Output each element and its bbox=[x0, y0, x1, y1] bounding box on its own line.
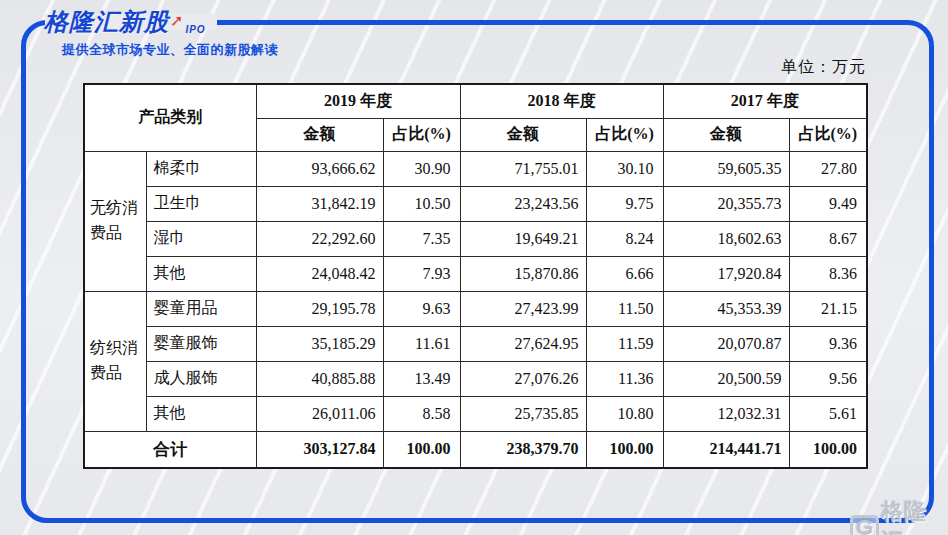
table-header: 产品类别 2019 年度 2018 年度 2017 年度 金额 占比(%) 金额… bbox=[84, 84, 867, 151]
total-row: 合计 303,127.84 100.00 238,379.70 100.00 2… bbox=[84, 431, 867, 468]
cell-pct-2017: 27.80 bbox=[789, 151, 867, 186]
row-label: 其他 bbox=[146, 396, 256, 431]
cell-pct-2019: 10.50 bbox=[383, 186, 460, 221]
brand-logo-suffix: IPO bbox=[185, 24, 205, 35]
header-amount-2017: 金额 bbox=[663, 118, 789, 151]
row-label: 棉柔巾 bbox=[146, 151, 256, 186]
brand-tagline: 提供全球市场专业、全面的新股解读 bbox=[62, 41, 278, 59]
table-body: 无纺消费品 棉柔巾 93,666.62 30.90 71,755.01 30.1… bbox=[84, 151, 867, 468]
header-year-2018: 2018 年度 bbox=[460, 84, 663, 118]
total-pct-2017: 100.00 bbox=[789, 431, 867, 468]
cell-amount-2017: 12,032.31 bbox=[663, 396, 789, 431]
cell-pct-2017: 8.67 bbox=[789, 221, 867, 256]
cell-amount-2019: 29,195.78 bbox=[256, 291, 383, 326]
cell-pct-2017: 21.15 bbox=[789, 291, 867, 326]
table-row: 婴童服饰 35,185.29 11.61 27,624.95 11.59 20,… bbox=[84, 326, 867, 361]
product-revenue-table: 产品类别 2019 年度 2018 年度 2017 年度 金额 占比(%) 金额… bbox=[83, 83, 868, 469]
header-product-category: 产品类别 bbox=[84, 84, 256, 151]
header-year-2019: 2019 年度 bbox=[256, 84, 460, 118]
cell-pct-2017: 9.49 bbox=[789, 186, 867, 221]
cell-pct-2017: 9.36 bbox=[789, 326, 867, 361]
gelonghui-watermark: G 格隆汇 bbox=[850, 497, 948, 535]
cell-amount-2018: 27,076.26 bbox=[460, 361, 586, 396]
cell-amount-2018: 27,423.99 bbox=[460, 291, 586, 326]
cell-amount-2017: 20,500.59 bbox=[663, 361, 789, 396]
cell-pct-2018: 11.50 bbox=[586, 291, 663, 326]
cell-pct-2019: 9.63 bbox=[383, 291, 460, 326]
cell-pct-2018: 11.59 bbox=[586, 326, 663, 361]
cell-amount-2018: 15,870.86 bbox=[460, 256, 586, 291]
cell-amount-2017: 59,605.35 bbox=[663, 151, 789, 186]
cell-amount-2019: 22,292.60 bbox=[256, 221, 383, 256]
trend-arrow-icon: ➚ bbox=[170, 11, 183, 30]
cell-pct-2019: 11.61 bbox=[383, 326, 460, 361]
cell-amount-2018: 27,624.95 bbox=[460, 326, 586, 361]
group-label-textile: 纺织消费品 bbox=[84, 291, 146, 431]
cell-amount-2019: 24,048.42 bbox=[256, 256, 383, 291]
row-label: 成人服饰 bbox=[146, 361, 256, 396]
total-amount-2019: 303,127.84 bbox=[256, 431, 383, 468]
table-row: 成人服饰 40,885.88 13.49 27,076.26 11.36 20,… bbox=[84, 361, 867, 396]
table-row: 湿巾 22,292.60 7.35 19,649.21 8.24 18,602.… bbox=[84, 221, 867, 256]
header-amount-2018: 金额 bbox=[460, 118, 586, 151]
cell-amount-2019: 31,842.19 bbox=[256, 186, 383, 221]
cell-amount-2017: 17,920.84 bbox=[663, 256, 789, 291]
cell-pct-2017: 8.36 bbox=[789, 256, 867, 291]
cell-pct-2017: 9.56 bbox=[789, 361, 867, 396]
group-label-nonwoven: 无纺消费品 bbox=[84, 151, 146, 291]
cell-amount-2019: 93,666.62 bbox=[256, 151, 383, 186]
cell-pct-2018: 9.75 bbox=[586, 186, 663, 221]
cell-amount-2018: 19,649.21 bbox=[460, 221, 586, 256]
table-row: 卫生巾 31,842.19 10.50 23,243.56 9.75 20,35… bbox=[84, 186, 867, 221]
header-row-years: 产品类别 2019 年度 2018 年度 2017 年度 bbox=[84, 84, 867, 118]
table-row: 无纺消费品 棉柔巾 93,666.62 30.90 71,755.01 30.1… bbox=[84, 151, 867, 186]
header-pct-2019: 占比(%) bbox=[383, 118, 460, 151]
total-pct-2019: 100.00 bbox=[383, 431, 460, 468]
header-amount-2019: 金额 bbox=[256, 118, 383, 151]
total-amount-2018: 238,379.70 bbox=[460, 431, 586, 468]
header-pct-2018: 占比(%) bbox=[586, 118, 663, 151]
page: 格隆汇新股➚IPO 提供全球市场专业、全面的新股解读 单位：万元 产品类别 20… bbox=[0, 0, 948, 535]
header-pct-2017: 占比(%) bbox=[789, 118, 867, 151]
table-row: 其他 24,048.42 7.93 15,870.86 6.66 17,920.… bbox=[84, 256, 867, 291]
watermark-text: 格隆汇 bbox=[881, 497, 948, 535]
total-amount-2017: 214,441.71 bbox=[663, 431, 789, 468]
cell-pct-2019: 7.35 bbox=[383, 221, 460, 256]
cell-amount-2019: 40,885.88 bbox=[256, 361, 383, 396]
brand-logo-text: 格隆汇新股 bbox=[44, 6, 169, 38]
cell-amount-2017: 20,070.87 bbox=[663, 326, 789, 361]
row-label: 婴童用品 bbox=[146, 291, 256, 326]
cell-pct-2018: 11.36 bbox=[586, 361, 663, 396]
table-row: 纺织消费品 婴童用品 29,195.78 9.63 27,423.99 11.5… bbox=[84, 291, 867, 326]
header-year-2017: 2017 年度 bbox=[663, 84, 867, 118]
cell-pct-2018: 6.66 bbox=[586, 256, 663, 291]
row-label: 婴童服饰 bbox=[146, 326, 256, 361]
cell-pct-2019: 8.58 bbox=[383, 396, 460, 431]
watermark-g-icon: G bbox=[850, 515, 879, 535]
cell-pct-2018: 8.24 bbox=[586, 221, 663, 256]
cell-amount-2018: 23,243.56 bbox=[460, 186, 586, 221]
cell-amount-2018: 71,755.01 bbox=[460, 151, 586, 186]
row-label: 其他 bbox=[146, 256, 256, 291]
row-label: 卫生巾 bbox=[146, 186, 256, 221]
cell-amount-2019: 35,185.29 bbox=[256, 326, 383, 361]
total-label: 合计 bbox=[84, 431, 256, 468]
cell-pct-2019: 7.93 bbox=[383, 256, 460, 291]
cell-amount-2017: 45,353.39 bbox=[663, 291, 789, 326]
cell-pct-2018: 10.80 bbox=[586, 396, 663, 431]
cell-pct-2017: 5.61 bbox=[789, 396, 867, 431]
brand-header: 格隆汇新股➚IPO 提供全球市场专业、全面的新股解读 bbox=[44, 6, 278, 59]
table-row: 其他 26,011.06 8.58 25,735.85 10.80 12,032… bbox=[84, 396, 867, 431]
cell-amount-2018: 25,735.85 bbox=[460, 396, 586, 431]
cell-amount-2019: 26,011.06 bbox=[256, 396, 383, 431]
row-label: 湿巾 bbox=[146, 221, 256, 256]
cell-pct-2019: 13.49 bbox=[383, 361, 460, 396]
cell-pct-2019: 30.90 bbox=[383, 151, 460, 186]
cell-pct-2018: 30.10 bbox=[586, 151, 663, 186]
total-pct-2018: 100.00 bbox=[586, 431, 663, 468]
cell-amount-2017: 18,602.63 bbox=[663, 221, 789, 256]
cell-amount-2017: 20,355.73 bbox=[663, 186, 789, 221]
data-table-wrapper: 产品类别 2019 年度 2018 年度 2017 年度 金额 占比(%) 金额… bbox=[83, 83, 868, 469]
unit-label: 单位：万元 bbox=[83, 57, 866, 78]
